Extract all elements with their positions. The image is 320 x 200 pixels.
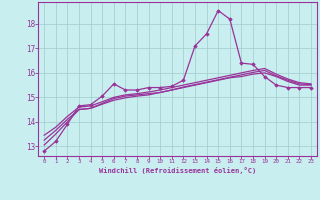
X-axis label: Windchill (Refroidissement éolien,°C): Windchill (Refroidissement éolien,°C): [99, 167, 256, 174]
